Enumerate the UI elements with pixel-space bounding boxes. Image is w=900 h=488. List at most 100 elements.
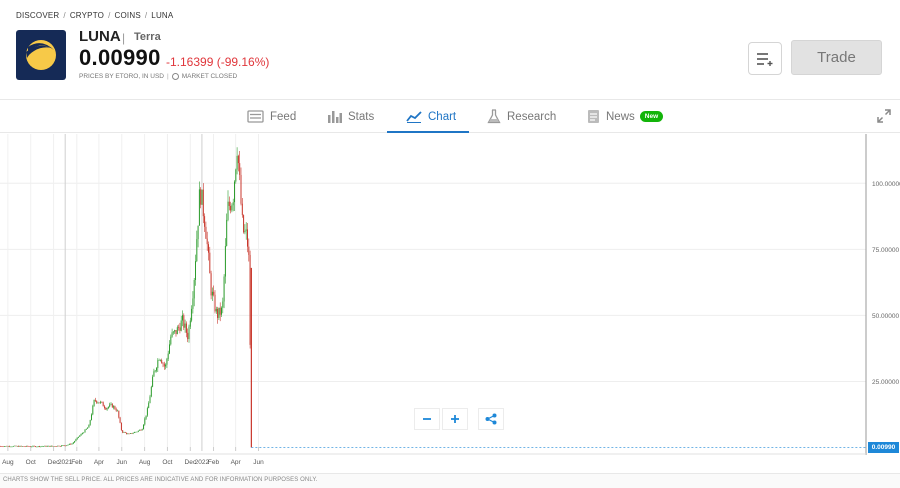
candle-body <box>79 435 81 437</box>
candle-body <box>46 446 48 447</box>
candle-body <box>71 443 73 445</box>
candle-body <box>150 386 152 397</box>
tab-feed[interactable]: Feed <box>247 100 296 133</box>
candle-body <box>180 320 182 331</box>
candle-body <box>63 445 65 446</box>
share-chart-button[interactable] <box>478 408 504 430</box>
candle-body <box>183 315 185 328</box>
candle-body <box>201 189 203 205</box>
candle-body <box>0 446 1 447</box>
expand-chart-button[interactable] <box>877 109 891 128</box>
candle-body <box>214 294 216 312</box>
candle-body <box>127 433 129 435</box>
stats-icon <box>328 111 342 123</box>
candle-body <box>137 430 139 432</box>
tab-stats[interactable]: Stats <box>327 100 374 133</box>
candle-body <box>15 445 17 447</box>
tab-chart[interactable]: Chart <box>406 100 456 133</box>
candle-body <box>101 401 103 403</box>
candle-body <box>105 407 107 410</box>
candle-body <box>198 189 200 226</box>
tab-research[interactable]: Research <box>487 100 556 133</box>
current-price: 0.00990 <box>79 45 161 70</box>
candle-body <box>145 415 147 419</box>
candle-body <box>106 407 108 410</box>
x-tick-label: Jun <box>253 459 264 466</box>
flask-icon <box>487 109 501 124</box>
candle-body <box>70 443 72 445</box>
candle-body <box>85 428 87 430</box>
candle-body <box>88 424 90 428</box>
zoom-out-button[interactable] <box>414 408 440 430</box>
breadcrumb-separator: / <box>108 11 111 20</box>
tab-news[interactable]: News New <box>587 100 664 133</box>
tab-research-label: Research <box>507 110 557 123</box>
y-tick-label: 75.00000 <box>872 247 899 254</box>
active-tab-indicator <box>387 131 469 133</box>
breadcrumb-crypto[interactable]: CRYPTO <box>69 11 105 20</box>
candle-body <box>41 446 43 447</box>
candle-body <box>36 446 38 448</box>
candle-body <box>200 189 202 205</box>
candle-body <box>3 446 5 447</box>
candle-body <box>204 216 206 227</box>
candle-body <box>89 420 91 425</box>
candle-body <box>55 446 57 447</box>
candle-body <box>227 201 229 220</box>
disclaimer-text: CHARTS SHOW THE SELL PRICE. ALL PRICES A… <box>3 477 318 483</box>
candle-body <box>215 308 217 312</box>
candle-body <box>102 402 104 407</box>
candle-body <box>130 433 131 434</box>
instrument-symbol: LUNA <box>79 28 121 45</box>
name-separator: | <box>122 31 126 45</box>
candle-body <box>167 353 169 359</box>
candle-body <box>148 403 150 409</box>
candle-body <box>100 401 102 403</box>
candle-body <box>182 315 183 321</box>
add-to-list-icon <box>757 52 773 66</box>
candle-body <box>31 446 33 448</box>
feed-icon <box>247 110 264 123</box>
candle-body <box>205 226 207 239</box>
candle-body <box>249 254 251 345</box>
candle-body <box>110 403 112 405</box>
candle-body <box>37 446 39 447</box>
candle-body <box>59 446 61 447</box>
x-tick-label: 2021 <box>58 459 73 466</box>
candle-body <box>123 432 125 433</box>
candle-body <box>224 245 226 277</box>
breadcrumb-discover[interactable]: DISCOVER <box>16 11 60 20</box>
candle-body <box>39 446 40 447</box>
x-tick-label: Feb <box>208 459 220 466</box>
add-to-watchlist-button[interactable] <box>748 42 782 75</box>
candle-body <box>67 444 69 446</box>
market-status: MARKET CLOSED <box>181 73 238 80</box>
candle-body <box>94 399 96 401</box>
candle-body <box>87 427 89 429</box>
candle-body <box>135 431 137 433</box>
candle-body <box>32 445 34 447</box>
candle-body <box>75 439 77 442</box>
candle-body <box>189 320 191 327</box>
chart-footer: CHARTS SHOW THE SELL PRICE. ALL PRICES A… <box>0 473 900 488</box>
breadcrumb-coins[interactable]: COINS <box>114 11 141 20</box>
clock-icon <box>171 73 179 80</box>
breadcrumb-separator: / <box>63 11 66 20</box>
last-price-tag: 0.00990 <box>868 442 899 453</box>
x-tick-label: Dec <box>48 459 60 466</box>
candle-body <box>162 363 164 364</box>
candle-body <box>5 446 7 447</box>
candle-body <box>149 396 151 404</box>
candle-body <box>113 406 115 408</box>
candle-body <box>176 327 178 335</box>
price-chart[interactable]: 100.00000 75.00000 50.00000 25.00000 Aug Oct D… <box>0 134 900 473</box>
trade-button[interactable]: Trade <box>791 40 882 75</box>
x-tick-label: Apr <box>231 459 242 466</box>
candle-body <box>228 201 230 206</box>
candle-body <box>20 445 22 447</box>
candle-body <box>29 446 31 448</box>
candle-body <box>115 409 117 411</box>
zoom-in-button[interactable] <box>442 408 468 430</box>
candle-body <box>188 326 190 340</box>
candle-body <box>13 446 14 447</box>
